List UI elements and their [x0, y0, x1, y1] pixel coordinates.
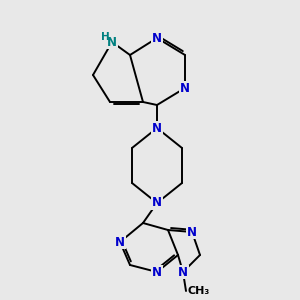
Text: H: H — [100, 32, 109, 42]
Text: N: N — [152, 266, 162, 278]
Text: CH₃: CH₃ — [188, 286, 210, 296]
Text: N: N — [187, 226, 197, 238]
Text: N: N — [178, 266, 188, 278]
Text: N: N — [152, 122, 162, 134]
Text: N: N — [115, 236, 125, 248]
Text: N: N — [107, 35, 117, 49]
Text: N: N — [180, 82, 190, 94]
Text: N: N — [152, 32, 162, 44]
Text: N: N — [152, 196, 162, 209]
